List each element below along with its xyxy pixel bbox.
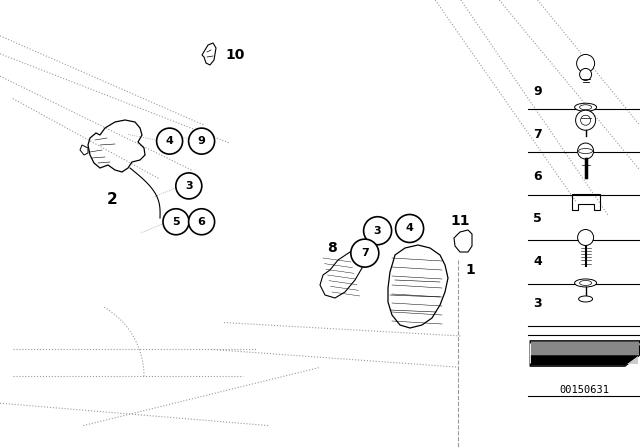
Text: 6: 6 (198, 217, 205, 227)
Text: 1: 1 (465, 263, 475, 277)
Circle shape (157, 128, 182, 154)
Polygon shape (531, 355, 639, 366)
Polygon shape (530, 344, 640, 363)
Circle shape (163, 209, 189, 235)
Text: 7: 7 (361, 248, 369, 258)
Circle shape (578, 229, 594, 246)
Text: 4: 4 (533, 255, 542, 268)
Text: 8: 8 (327, 241, 337, 255)
Ellipse shape (579, 296, 593, 302)
Text: 9: 9 (198, 136, 205, 146)
Circle shape (580, 115, 591, 125)
Circle shape (578, 143, 594, 159)
Text: 4: 4 (166, 136, 173, 146)
Text: 6: 6 (533, 170, 542, 183)
Text: 11: 11 (451, 214, 470, 228)
Text: 00150631: 00150631 (559, 385, 609, 395)
Polygon shape (531, 341, 639, 366)
Text: 7: 7 (533, 128, 542, 141)
Polygon shape (530, 340, 640, 366)
Ellipse shape (575, 103, 596, 111)
FancyBboxPatch shape (532, 342, 638, 365)
Circle shape (577, 55, 595, 73)
Circle shape (176, 173, 202, 199)
Text: 2: 2 (107, 193, 117, 207)
Text: 9: 9 (533, 85, 542, 98)
Text: 4: 4 (406, 224, 413, 233)
Text: 5: 5 (533, 212, 542, 225)
Text: 3: 3 (185, 181, 193, 191)
Ellipse shape (580, 105, 591, 110)
Ellipse shape (580, 280, 591, 285)
Text: 5: 5 (172, 217, 180, 227)
Text: 3: 3 (533, 297, 542, 310)
Ellipse shape (575, 279, 596, 287)
Circle shape (580, 69, 591, 81)
Circle shape (189, 209, 214, 235)
Text: 10: 10 (225, 48, 244, 62)
Circle shape (189, 128, 214, 154)
Text: 3: 3 (374, 226, 381, 236)
Circle shape (351, 239, 379, 267)
Ellipse shape (579, 149, 593, 154)
Circle shape (396, 215, 424, 242)
Circle shape (364, 217, 392, 245)
Circle shape (575, 110, 596, 130)
